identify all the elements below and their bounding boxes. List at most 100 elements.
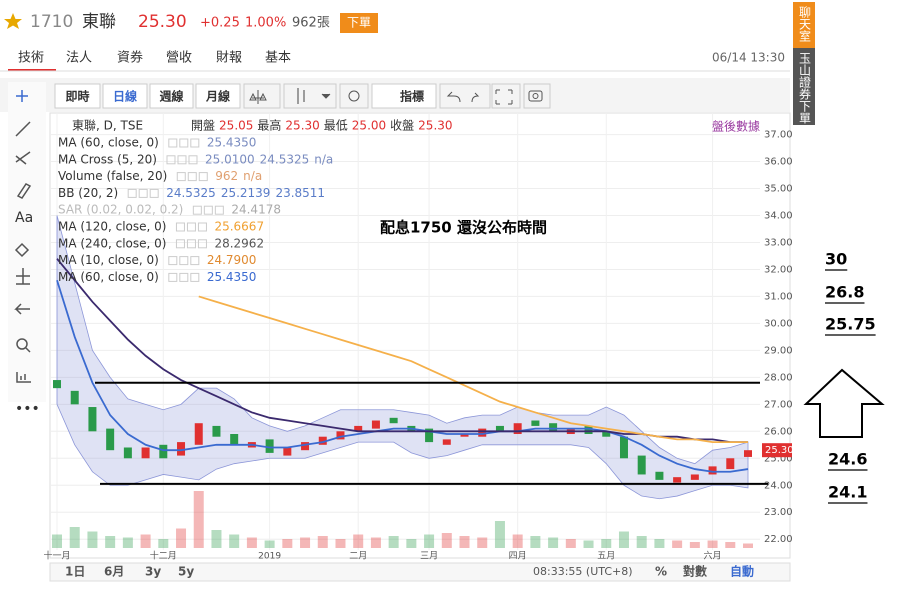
legend-label[interactable]: SAR (0.02, 0.02, 0.2) bbox=[58, 203, 183, 217]
chat-button[interactable] bbox=[793, 2, 815, 48]
range-button[interactable]: 5y bbox=[178, 565, 194, 579]
legend-label[interactable]: MA (60, close, 0) bbox=[58, 270, 159, 284]
legend-icon[interactable] bbox=[198, 172, 208, 182]
y-tick-label: 23.00 bbox=[764, 507, 793, 518]
range-button[interactable]: 3y bbox=[145, 565, 161, 579]
legend-icon[interactable] bbox=[175, 239, 185, 249]
indicator-label[interactable]: 指標 bbox=[400, 89, 424, 104]
legend-icon[interactable] bbox=[188, 155, 198, 165]
ohlc: 25.00 bbox=[352, 119, 386, 133]
ohlc: 25.05 bbox=[219, 119, 253, 133]
candle bbox=[744, 450, 752, 457]
tab[interactable]: 資券 bbox=[117, 50, 143, 66]
tab[interactable]: 基本 bbox=[265, 51, 291, 66]
interval-label[interactable]: 即時 bbox=[65, 89, 89, 104]
legend-icon[interactable] bbox=[197, 239, 207, 249]
legend-icon[interactable] bbox=[179, 272, 189, 282]
tool-button[interactable] bbox=[491, 83, 521, 109]
volume-bar bbox=[317, 536, 328, 548]
indicator-button[interactable] bbox=[371, 83, 437, 109]
legend-label[interactable]: Volume (false, 20) bbox=[58, 169, 167, 183]
legend-icon[interactable] bbox=[175, 222, 185, 232]
note: 26.8 bbox=[825, 283, 864, 302]
tab[interactable]: 技術 bbox=[18, 51, 44, 66]
volume-bar bbox=[441, 533, 452, 548]
more-tools[interactable]: ••• bbox=[15, 401, 40, 417]
note: 24.1 bbox=[828, 483, 867, 502]
legend-icon[interactable] bbox=[127, 188, 137, 198]
range-button[interactable]: 6月 bbox=[104, 565, 124, 579]
candle bbox=[442, 439, 451, 445]
volume-bar bbox=[246, 537, 257, 548]
tab-underline bbox=[8, 69, 56, 71]
scale-option[interactable]: 對數 bbox=[683, 564, 707, 579]
x-tick-label: 四月 bbox=[509, 551, 527, 562]
tab[interactable]: 營收 bbox=[166, 51, 192, 66]
legend-label[interactable]: MA (120, close, 0) bbox=[58, 220, 166, 234]
candle bbox=[478, 428, 487, 437]
x-tick-label: 十一月 bbox=[43, 550, 70, 562]
legend-label[interactable]: MA (60, close, 0) bbox=[58, 136, 159, 150]
order-button-label[interactable]: 下單 bbox=[347, 16, 371, 30]
scale-option[interactable]: % bbox=[655, 565, 667, 579]
interval-button[interactable] bbox=[54, 83, 101, 109]
legend-icon[interactable] bbox=[186, 222, 196, 232]
broker-button-label[interactable]: 玉山證券下單 bbox=[798, 52, 812, 124]
candle bbox=[495, 425, 504, 432]
order-button[interactable] bbox=[340, 13, 378, 33]
legend-icon[interactable] bbox=[176, 172, 186, 182]
scale-option[interactable]: 自動 bbox=[730, 564, 754, 579]
candle bbox=[389, 417, 398, 424]
tool-button[interactable] bbox=[523, 83, 551, 109]
legend-label[interactable]: MA Cross (5, 20) bbox=[58, 152, 157, 166]
interval-label[interactable]: 月線 bbox=[205, 89, 230, 104]
volume-bar bbox=[636, 536, 647, 548]
volume-bar bbox=[69, 527, 80, 548]
interval-button[interactable] bbox=[195, 83, 241, 109]
volume-bar bbox=[689, 542, 700, 548]
tool-button[interactable] bbox=[339, 83, 369, 109]
legend-icon[interactable] bbox=[168, 256, 178, 266]
volume-bar bbox=[300, 537, 311, 548]
bottom-bar bbox=[49, 562, 791, 582]
legend-icon[interactable] bbox=[214, 205, 224, 215]
legend-icon[interactable] bbox=[190, 272, 200, 282]
broker-button[interactable] bbox=[793, 48, 815, 125]
interval-label[interactable]: 週線 bbox=[159, 89, 183, 104]
legend-icon[interactable] bbox=[149, 188, 159, 198]
legend-icon[interactable] bbox=[168, 272, 178, 282]
legend-icon[interactable] bbox=[179, 256, 189, 266]
legend-icon[interactable] bbox=[138, 188, 148, 198]
tab[interactable]: 財報 bbox=[216, 51, 242, 66]
star-icon[interactable] bbox=[4, 13, 22, 29]
interval-button[interactable] bbox=[102, 83, 148, 109]
legend-icon[interactable] bbox=[166, 155, 176, 165]
legend-icon[interactable] bbox=[203, 205, 213, 215]
legend-value: 25.0100 bbox=[205, 152, 255, 166]
legend-icon[interactable] bbox=[168, 138, 178, 148]
legend-icon[interactable] bbox=[179, 138, 189, 148]
y-tick-label: 27.00 bbox=[764, 399, 793, 410]
legend-label[interactable]: MA (10, close, 0) bbox=[58, 253, 159, 267]
legend-icon[interactable] bbox=[192, 205, 202, 215]
tab[interactable]: 法人 bbox=[66, 51, 92, 66]
after-hours[interactable]: 盤後數據 bbox=[712, 120, 760, 134]
range-button[interactable]: 1日 bbox=[65, 565, 85, 579]
legend-icon[interactable] bbox=[197, 222, 207, 232]
y-tick-label: 35.00 bbox=[764, 184, 793, 195]
tool-button[interactable] bbox=[439, 83, 491, 109]
legend-icon[interactable] bbox=[187, 172, 197, 182]
legend-label[interactable]: MA (240, close, 0) bbox=[58, 236, 166, 250]
tool-button[interactable] bbox=[243, 83, 281, 109]
legend-icon[interactable] bbox=[186, 239, 196, 249]
interval-label[interactable]: 日線 bbox=[113, 89, 137, 104]
text-tool[interactable]: Aa bbox=[15, 210, 33, 226]
chat-button-label[interactable]: 聊天室 bbox=[798, 6, 812, 42]
legend-icon[interactable] bbox=[190, 256, 200, 266]
legend-label[interactable]: BB (20, 2) bbox=[58, 186, 118, 200]
legend-icon[interactable] bbox=[177, 155, 187, 165]
tool-button[interactable] bbox=[283, 83, 337, 109]
interval-button[interactable] bbox=[149, 83, 194, 109]
legend-icon[interactable] bbox=[190, 138, 200, 148]
legend-value: 24.5325 bbox=[166, 186, 216, 200]
